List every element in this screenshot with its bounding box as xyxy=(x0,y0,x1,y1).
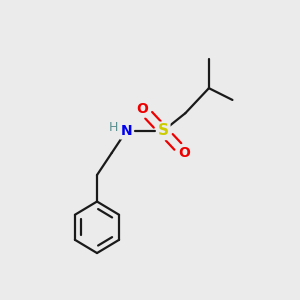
Text: N: N xyxy=(121,124,132,138)
Text: O: O xyxy=(178,146,190,160)
Text: H: H xyxy=(109,122,118,134)
Text: S: S xyxy=(158,123,169,138)
Text: O: O xyxy=(137,102,148,116)
